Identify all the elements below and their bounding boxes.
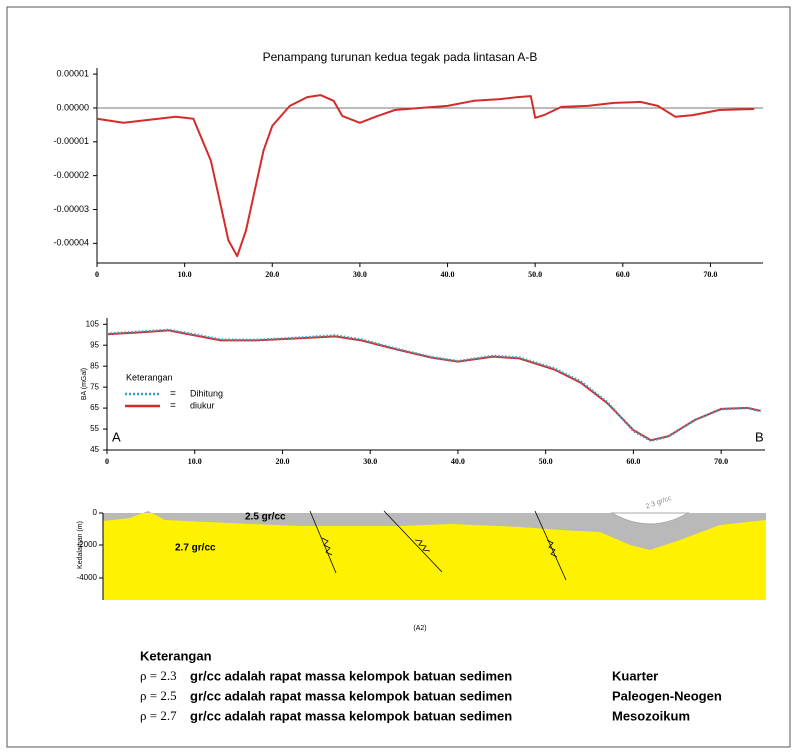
chart-title: Penampang turunan kedua tegak pada linta… xyxy=(263,50,538,64)
x-tick-label: 20.0 xyxy=(275,457,289,466)
frame xyxy=(6,6,791,748)
fault xyxy=(383,510,443,573)
caption: Keterangan ρ = 2.3 gr/cc adalah rapat ma… xyxy=(140,648,722,723)
x-tick-label: 10.0 xyxy=(188,457,202,466)
y-tick-label: -0.00003 xyxy=(53,204,89,214)
data-line xyxy=(106,328,761,443)
x-tick-label: 70.0 xyxy=(714,457,728,466)
y-tick-label: -0.00001 xyxy=(53,136,89,146)
layer-23 xyxy=(610,512,690,525)
caption-symbol: ρ = 2.3 xyxy=(140,668,177,683)
x-tick-label: 60.0 xyxy=(626,457,640,466)
x-tick-label: 0 xyxy=(105,457,109,466)
figure-label: (A2) xyxy=(413,625,426,632)
fault-mark xyxy=(414,539,431,552)
y-tick-label: 0.00001 xyxy=(56,68,89,78)
x-tick-label: 50.0 xyxy=(539,457,553,466)
y-tick-label: 0.00000 xyxy=(56,102,89,112)
y-tick-label: 75 xyxy=(90,382,99,391)
cross-section: Kedalaman (m) 0 -2000 -4000 2.5 gr/cc 2.… xyxy=(77,495,766,632)
depth-label: -2000 xyxy=(77,540,98,549)
depth-label: 0 xyxy=(93,508,98,517)
x-tick-label: 70.0 xyxy=(703,270,717,279)
x-tick-label: 40.0 xyxy=(441,270,455,279)
layer-25 xyxy=(103,511,766,550)
caption-era: Paleogen-Neogen xyxy=(612,688,722,703)
legend-separator: = xyxy=(170,389,176,400)
legend-title: Keterangan xyxy=(126,372,173,382)
depth-axis-label: Kedalaman (m) xyxy=(77,521,84,569)
x-tick-label: 30.0 xyxy=(353,270,367,279)
fault xyxy=(309,510,337,574)
depth-label: -4000 xyxy=(77,573,98,582)
caption-title: Keterangan xyxy=(140,648,212,663)
caption-text: gr/cc adalah rapat massa kelompok batuan… xyxy=(190,708,512,723)
caption-symbol: ρ = 2.5 xyxy=(140,688,177,703)
x-tick-label: 40.0 xyxy=(451,457,465,466)
y-tick-label: 55 xyxy=(90,424,99,433)
fault-mark xyxy=(546,539,558,558)
legend-separator: = xyxy=(170,401,176,412)
y-tick-label: 105 xyxy=(86,319,100,328)
caption-text: gr/cc adalah rapat massa kelompok batuan… xyxy=(190,688,512,703)
annotation: A xyxy=(112,429,121,444)
y-tick-label: 85 xyxy=(90,361,99,370)
caption-era: Mesozoikum xyxy=(612,708,690,723)
caption-symbol: ρ = 2.7 xyxy=(140,708,177,723)
annotation: B xyxy=(755,429,764,444)
y-tick-label: -0.00002 xyxy=(53,170,89,180)
y-tick-label: 95 xyxy=(90,340,99,349)
y-tick-label: -0.00004 xyxy=(53,238,89,248)
data-line xyxy=(96,94,755,258)
layer-label: 2.5 gr/cc xyxy=(245,512,286,523)
layer-label: 2.7 gr/cc xyxy=(175,543,216,554)
x-tick-label: 10.0 xyxy=(178,270,192,279)
caption-era: Kuarter xyxy=(612,668,658,683)
caption-text: gr/cc adalah rapat massa kelompok batuan… xyxy=(190,668,512,683)
x-tick-label: 50.0 xyxy=(528,270,542,279)
legend-label: Dihitung xyxy=(190,388,223,398)
y-tick-label: 45 xyxy=(90,445,99,454)
x-tick-label: 20.0 xyxy=(265,270,279,279)
faults xyxy=(309,510,567,581)
y-tick-label: 65 xyxy=(90,403,99,412)
y-axis-label: BA (mGal) xyxy=(81,368,88,400)
x-tick-label: 0 xyxy=(95,270,99,279)
fault-mark xyxy=(321,537,333,556)
x-tick-label: 30.0 xyxy=(363,457,377,466)
legend-label: diukur xyxy=(190,400,215,410)
x-tick-label: 60.0 xyxy=(616,270,630,279)
